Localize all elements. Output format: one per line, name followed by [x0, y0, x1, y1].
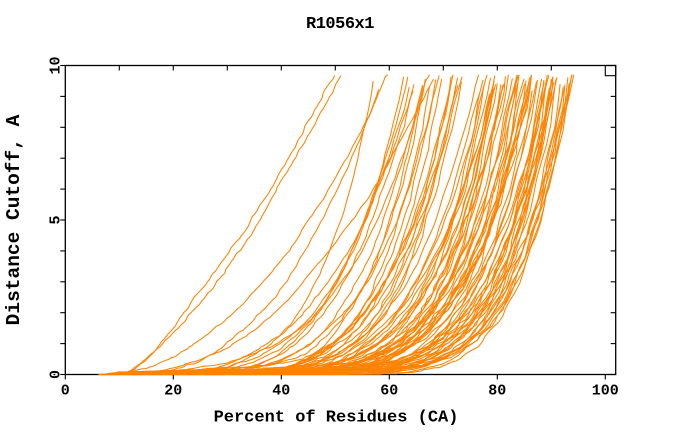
svg-text:80: 80: [488, 383, 506, 400]
svg-text:0: 0: [61, 383, 70, 400]
svg-text:20: 20: [164, 383, 182, 400]
svg-text:40: 40: [272, 383, 290, 400]
svg-text:100: 100: [592, 383, 619, 400]
svg-text:10: 10: [47, 56, 64, 74]
svg-text:60: 60: [380, 383, 398, 400]
svg-text:5: 5: [47, 215, 64, 224]
svg-text:0: 0: [47, 370, 64, 379]
